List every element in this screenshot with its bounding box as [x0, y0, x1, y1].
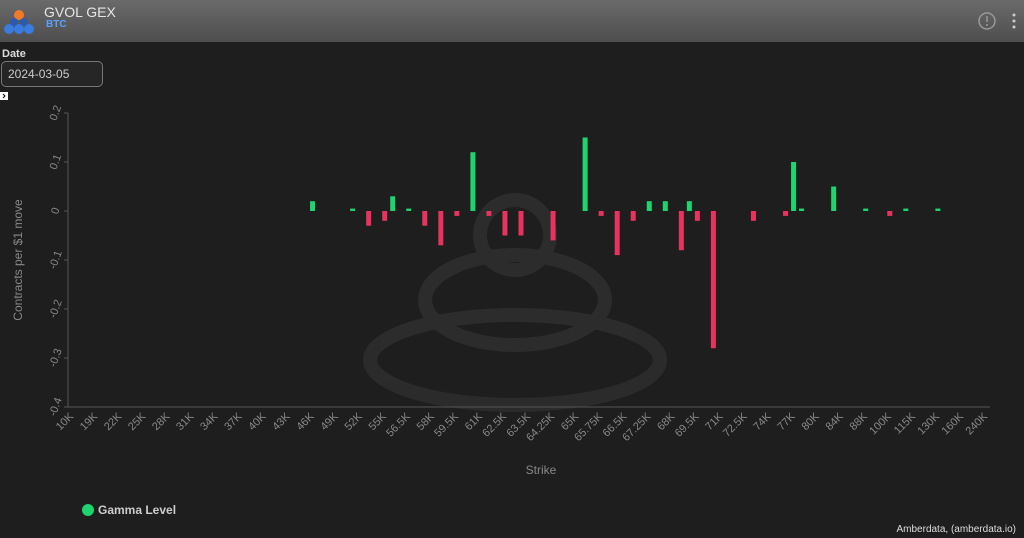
bar	[438, 211, 444, 246]
x-tick-label: 31K	[174, 410, 197, 433]
bar	[783, 211, 789, 216]
x-tick-label: 74K	[751, 410, 774, 433]
x-tick-label: 62.5K	[480, 410, 509, 439]
expand-toggle[interactable]	[0, 92, 8, 100]
bar	[382, 211, 388, 221]
watermark	[363, 193, 667, 412]
bar	[694, 211, 700, 221]
y-tick-label: -0.2	[47, 298, 65, 320]
bar	[366, 211, 372, 226]
y-tick-label: 0	[49, 206, 62, 216]
bar	[887, 211, 893, 216]
bar	[678, 211, 684, 251]
x-tick-label: 59.5K	[432, 410, 461, 439]
bar	[799, 208, 805, 211]
bar	[935, 208, 941, 211]
x-tick-label: 115K	[892, 410, 919, 437]
x-tick-label: 69.5K	[673, 410, 702, 439]
x-tick-label: 77K	[775, 410, 798, 433]
bar	[630, 211, 636, 221]
legend-label[interactable]: Gamma Level	[98, 503, 176, 517]
bar	[710, 211, 716, 349]
bar	[310, 201, 316, 211]
x-tick-label: 100K	[867, 410, 894, 437]
bar	[454, 211, 460, 216]
bar	[831, 186, 837, 211]
bar	[791, 162, 797, 211]
app-title: GVOL GEX	[44, 4, 116, 20]
bar	[686, 201, 692, 211]
x-tick-label: 25K	[126, 410, 149, 433]
bar	[750, 211, 756, 221]
bar	[486, 211, 492, 216]
bar	[582, 137, 588, 211]
credits: Amberdata, (amberdata.io)	[896, 524, 1016, 535]
x-tick-label: 72.5K	[721, 410, 750, 439]
x-tick-label: 34K	[198, 410, 221, 433]
x-tick-label: 43K	[270, 410, 293, 433]
x-tick-label: 22K	[102, 410, 125, 433]
header-bar: GVOL GEX BTC	[0, 0, 1024, 42]
bar	[598, 211, 604, 216]
x-tick-label: 160K	[939, 410, 966, 437]
y-tick-label: -0.4	[47, 396, 65, 418]
bar	[518, 211, 524, 236]
date-input[interactable]: 2024-03-05	[1, 61, 103, 87]
y-axis-title: Contracts per $1 move	[11, 199, 25, 321]
x-tick-label: 37K	[222, 410, 245, 433]
logo	[4, 10, 34, 34]
x-tick-label: 28K	[150, 410, 173, 433]
bar	[502, 211, 508, 236]
x-tick-label: 80K	[799, 410, 822, 433]
bar	[550, 211, 556, 241]
legend-swatch[interactable]	[82, 504, 94, 516]
bar	[422, 211, 428, 226]
y-tick-label: 0.1	[48, 153, 65, 171]
bar	[406, 208, 412, 211]
date-label: Date	[2, 48, 26, 60]
bar	[646, 201, 652, 211]
chart: Contracts per $1 move Strike Gamma Level…	[11, 104, 991, 517]
x-tick-label: 49K	[318, 410, 341, 433]
x-tick-label: 240K	[964, 410, 991, 437]
x-tick-label: 19K	[78, 410, 101, 433]
x-tick-label: 52K	[342, 410, 365, 433]
y-tick-label: -0.3	[47, 347, 65, 369]
header-icons[interactable]	[970, 0, 1020, 42]
bar	[863, 208, 869, 211]
x-axis-title: Strike	[526, 463, 557, 477]
bar	[903, 208, 909, 211]
app-subtitle: BTC	[46, 19, 67, 30]
bar	[350, 208, 356, 211]
bar	[470, 152, 476, 211]
bar	[390, 196, 396, 211]
bar	[662, 201, 668, 211]
x-tick-label: 84K	[824, 410, 847, 433]
x-tick-label: 130K	[915, 410, 942, 437]
x-tick-label: 46K	[294, 410, 317, 433]
y-tick-label: -0.1	[47, 249, 65, 271]
x-tick-label: 56.5K	[384, 410, 413, 439]
y-tick-label: 0.2	[48, 104, 65, 122]
bar	[614, 211, 620, 256]
x-tick-label: 40K	[246, 410, 269, 433]
